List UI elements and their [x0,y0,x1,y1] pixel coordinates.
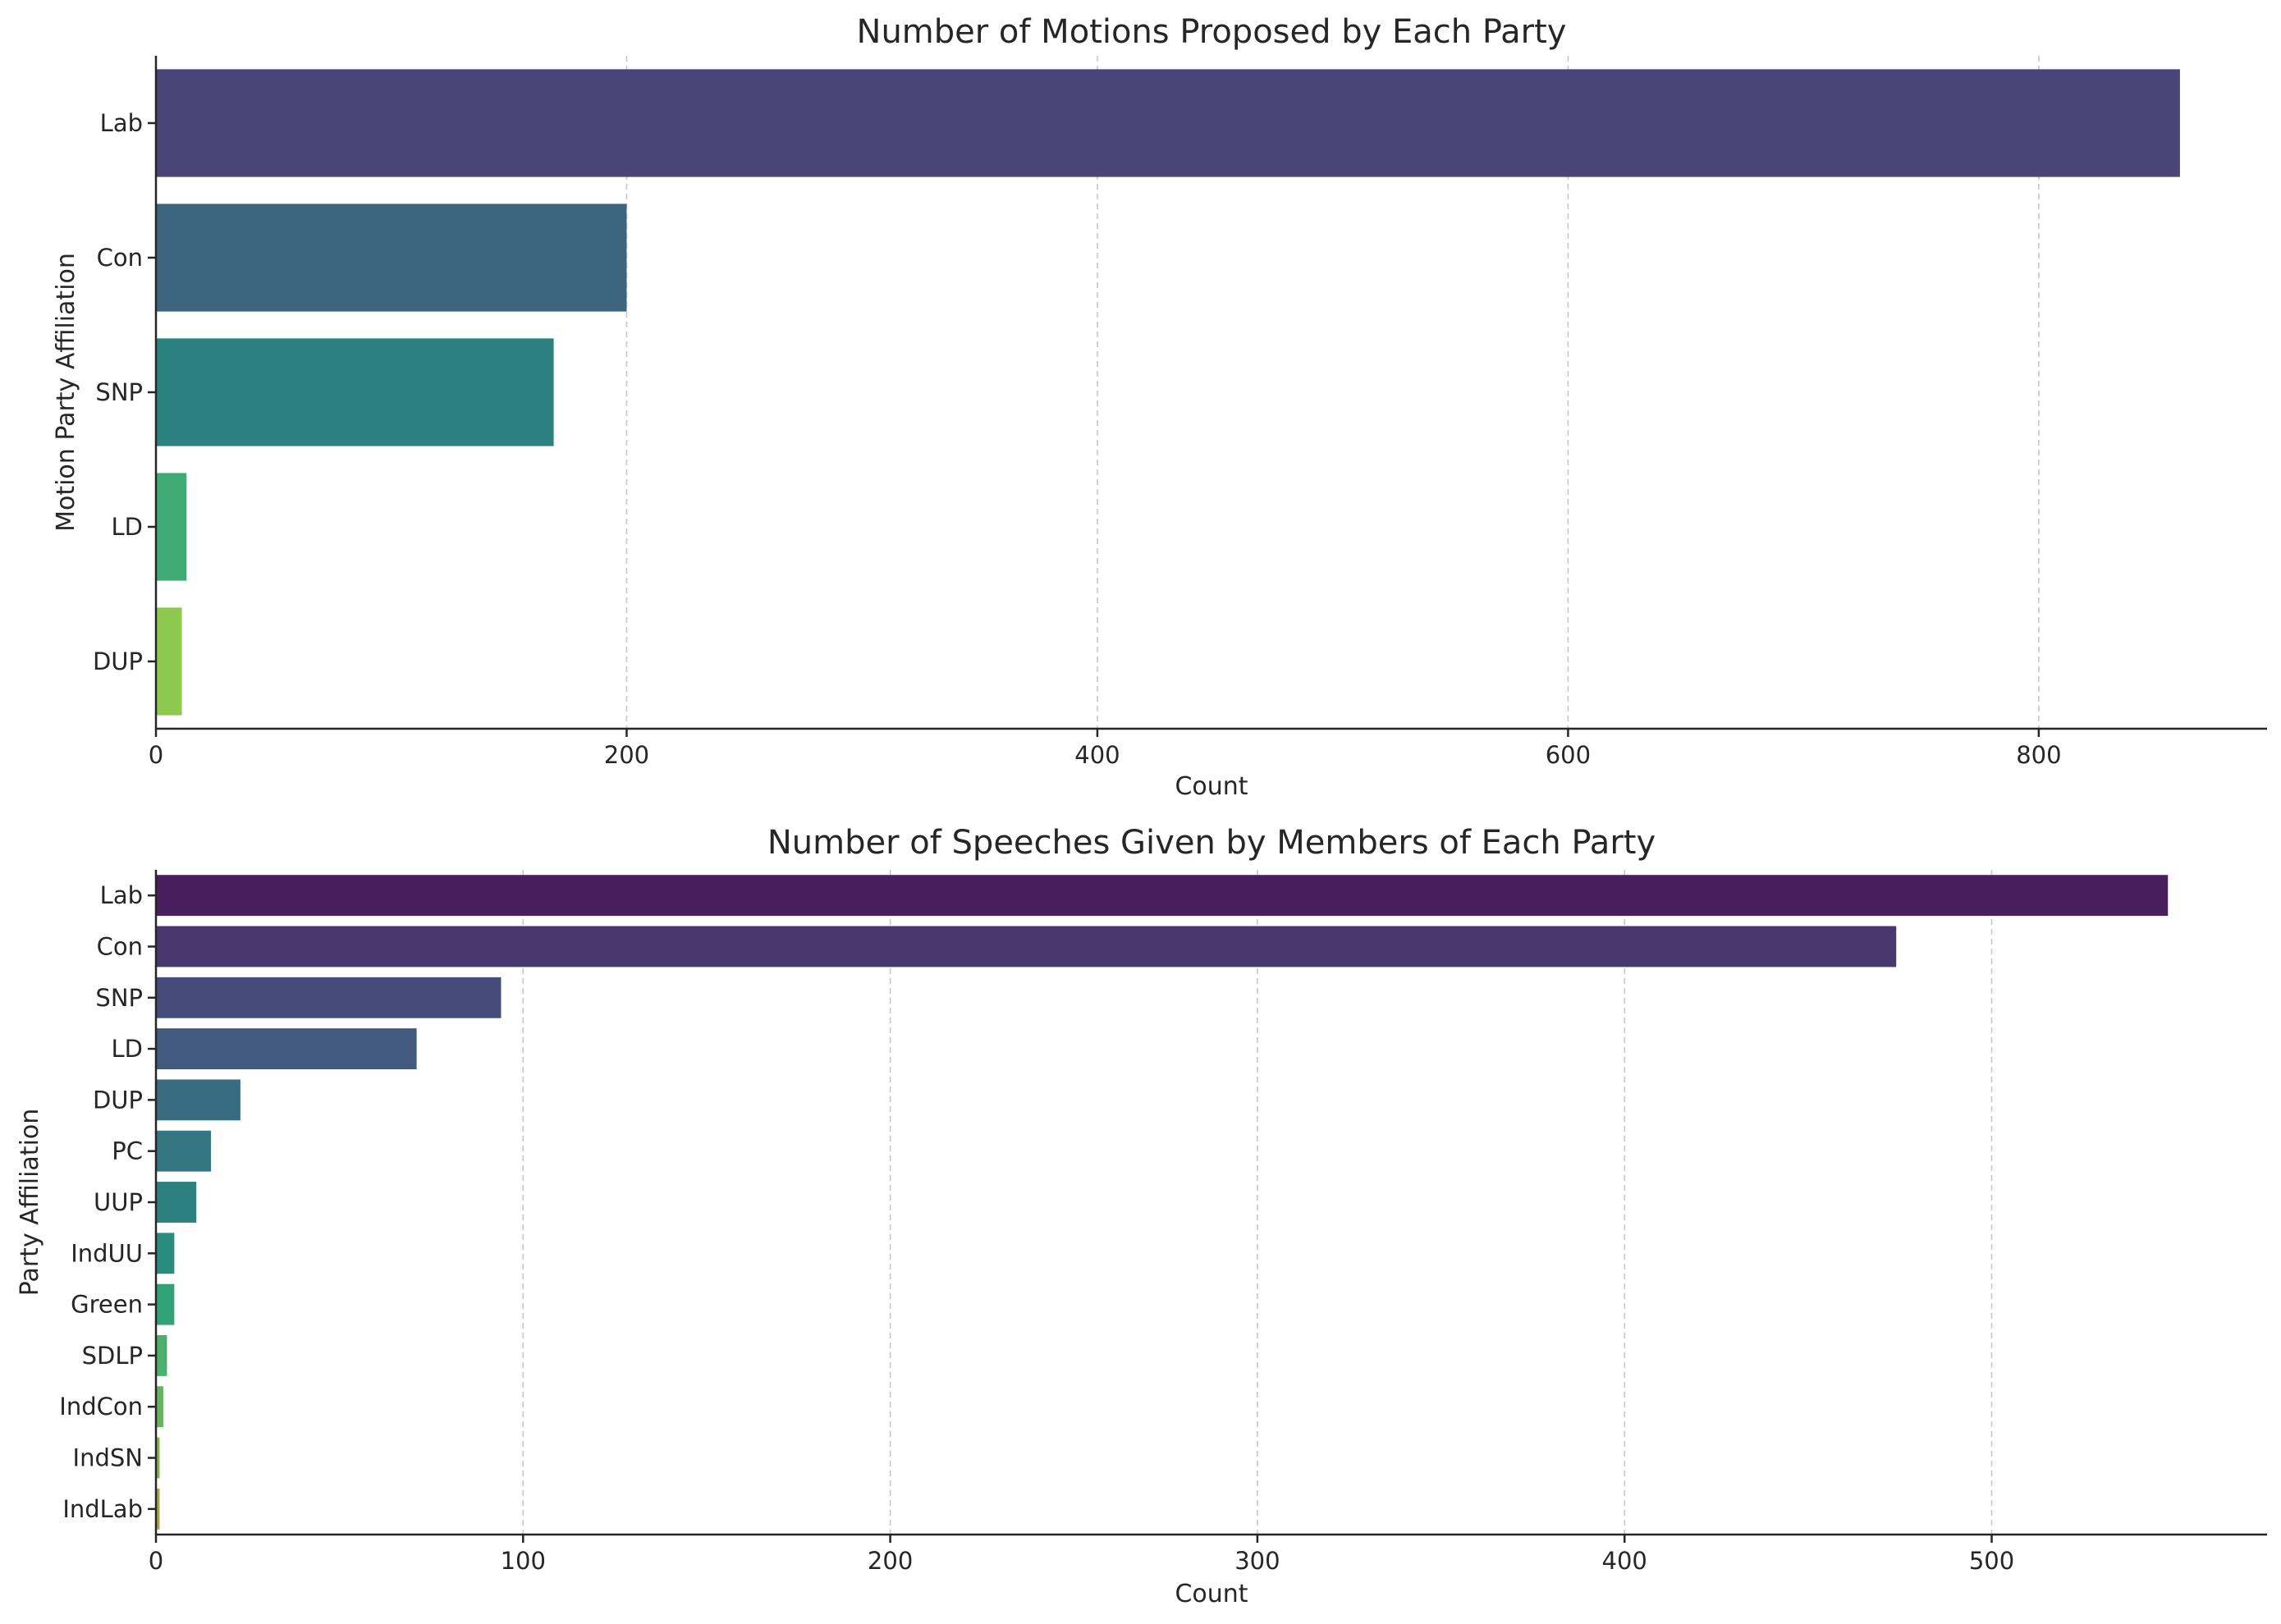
speeches-y-tick-label: Green [71,1291,143,1319]
speeches-bar-con [156,926,1897,968]
speeches-x-tick-label: 200 [868,1547,913,1575]
motions-bar-ld [156,473,187,581]
speeches-x-tick-label: 100 [501,1547,546,1575]
speeches-bar-indlab [156,1488,160,1530]
speeches-y-tick-label: SNP [95,984,143,1012]
speeches-y-tick-label: Con [97,932,143,960]
speeches-bar-indcon [156,1386,163,1428]
motions-bar-con [156,204,627,312]
speeches-bar-dup [156,1079,240,1121]
motions-x-axis-label: Count [1175,772,1248,801]
speeches-bar-lab [156,875,2169,917]
speeches-y-tick-label: LD [112,1035,144,1063]
speeches-y-tick-label: DUP [93,1086,143,1114]
speeches-x-tick-label: 300 [1234,1547,1280,1575]
motions-y-tick-label: DUP [93,647,143,675]
speeches-bar-sdlp [156,1335,167,1376]
motions-y-tick-label: SNP [95,378,143,406]
speeches-bar-snp [156,977,502,1018]
speeches-bar-indsn [156,1437,160,1479]
motions-x-ticks: 0 200 400 600 800 [149,729,2062,769]
speeches-y-tick-label: PC [112,1137,143,1165]
motions-chart-title: Number of Motions Proposed by Each Party [857,13,1567,51]
speeches-y-axis-label: Party Affiliation [16,1109,44,1297]
speeches-x-ticks: 0 100 200 300 400 500 [149,1535,2014,1575]
motions-x-tick-label: 0 [149,741,163,769]
speeches-bar-green [156,1283,175,1325]
speeches-bar-pc [156,1130,212,1172]
speeches-x-tick-label: 0 [149,1547,163,1575]
speeches-x-axis-label: Count [1175,1580,1248,1608]
motions-y-axis-label: Motion Party Affiliation [52,253,80,532]
motions-x-tick-label: 800 [2016,741,2061,769]
motions-bars [156,69,2180,716]
motions-chart: 0 200 400 600 800 Lab Con SNP LD DUP Number of M… [52,13,2267,801]
speeches-y-tick-label: Lab [100,881,143,909]
motions-y-tick-label: Con [97,244,143,272]
motions-x-tick-label: 200 [604,741,649,769]
motions-x-tick-label: 600 [1546,741,1591,769]
speeches-bar-induu [156,1233,175,1274]
speeches-y-tick-label: SDLP [82,1342,143,1370]
motions-bar-lab [156,69,2180,177]
motions-y-tick-label: Lab [100,109,143,137]
speeches-bar-uup [156,1182,197,1223]
speeches-chart: 0 100 200 300 400 500 Lab Con SNP LD DUP PC UUP IndU… [16,824,2267,1608]
speeches-y-tick-label: IndLab [62,1495,143,1523]
speeches-y-tick-label: UUP [94,1188,143,1216]
speeches-grid [522,870,1993,1535]
motions-y-ticks: Lab Con SNP LD DUP [93,109,156,675]
speeches-y-tick-label: IndUU [71,1239,143,1267]
motions-bar-dup [156,607,182,716]
motions-y-tick-label: LD [112,513,144,541]
speeches-y-tick-label: IndSN [73,1444,143,1472]
speeches-bars [156,875,2169,1530]
speeches-y-ticks: Lab Con SNP LD DUP PC UUP IndUU Green SDLP IndCon I… [59,881,156,1523]
speeches-y-tick-label: IndCon [59,1393,143,1420]
speeches-x-tick-label: 400 [1602,1547,1647,1575]
motions-bar-snp [156,338,554,446]
motions-x-tick-label: 400 [1074,741,1120,769]
speeches-bar-ld [156,1028,417,1069]
speeches-chart-title: Number of Speeches Given by Members of E… [767,824,1656,862]
speeches-x-tick-label: 500 [1969,1547,2014,1575]
